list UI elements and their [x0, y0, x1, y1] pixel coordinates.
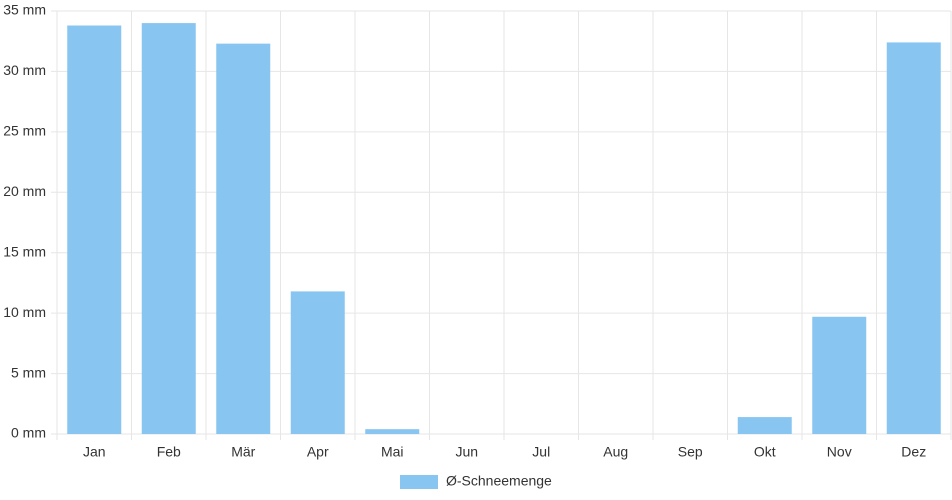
bar: [886, 42, 941, 435]
bar: [141, 23, 196, 434]
x-tick-label: Jul: [532, 444, 550, 460]
y-tick-label: 20 mm: [3, 183, 46, 199]
bar: [290, 291, 345, 434]
y-tick-label: 10 mm: [3, 304, 46, 320]
x-tick-label: Mär: [231, 444, 255, 460]
legend-label: Ø-Schneemenge: [446, 473, 552, 489]
y-tick-label: 25 mm: [3, 123, 46, 139]
x-tick-label: Feb: [157, 444, 181, 460]
x-tick-label: Nov: [827, 444, 852, 460]
x-tick-label: Sep: [678, 444, 703, 460]
y-tick-label: 35 mm: [3, 2, 46, 18]
bar: [216, 43, 271, 434]
y-tick-label: 5 mm: [11, 364, 46, 380]
x-tick-label: Mai: [381, 444, 404, 460]
x-tick-label: Aug: [603, 444, 628, 460]
y-tick-label: 0 mm: [11, 425, 46, 441]
bar: [737, 417, 792, 434]
y-tick-label: 30 mm: [3, 62, 46, 78]
legend-swatch: [400, 475, 438, 489]
y-tick-label: 15 mm: [3, 243, 46, 259]
bar: [812, 316, 867, 434]
x-tick-label: Apr: [307, 444, 329, 460]
x-tick-label: Jun: [455, 444, 478, 460]
x-tick-label: Okt: [754, 444, 776, 460]
bar: [67, 25, 122, 434]
x-tick-label: Jan: [83, 444, 106, 460]
bar: [365, 429, 420, 434]
x-tick-label: Dez: [901, 444, 926, 460]
